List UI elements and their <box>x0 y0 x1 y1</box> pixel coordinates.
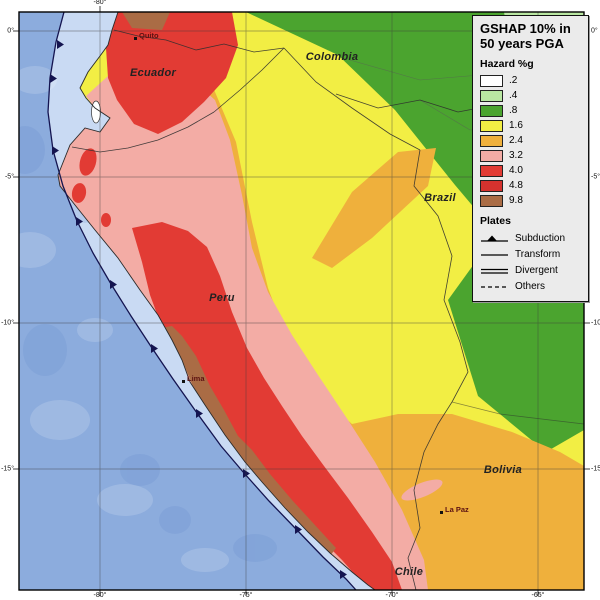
legend-swatch <box>480 164 503 177</box>
bathymetry-texture <box>19 66 229 572</box>
legend-hazard-row: .8 <box>480 103 581 118</box>
legend-plate-label: Transform <box>515 248 561 260</box>
axis-tick-label: -65° <box>531 592 545 599</box>
country-label-ecuador: Ecuador <box>129 67 177 79</box>
legend-swatch-value: .8 <box>509 105 518 117</box>
legend-hazard-row: .4 <box>480 88 581 103</box>
axis-tick-label: -80° <box>93 592 107 599</box>
legend-plate-row: Divergent <box>480 262 581 278</box>
legend-swatch-value: .4 <box>509 90 518 102</box>
country-label-chile: Chile <box>394 566 424 578</box>
continental-shelf <box>48 12 375 590</box>
legend-swatch-value: 3.2 <box>509 150 523 162</box>
legend-plates-heading: Plates <box>480 215 511 228</box>
axis-tick-label: -15° <box>591 465 600 473</box>
subduction-line-icon <box>480 232 510 244</box>
legend-swatch-value: .2 <box>509 75 518 87</box>
city-dot <box>182 380 185 383</box>
hazard-zone-brown-strip <box>160 326 336 556</box>
country-label-brazil: Brazil <box>424 192 456 204</box>
hazard-zone-pink <box>58 70 428 590</box>
legend-hazard-row: 4.0 <box>480 163 581 178</box>
hazard-zone-orange-main <box>170 80 584 590</box>
legend-plate-label: Divergent <box>515 264 558 276</box>
axis-tick-label: 0° <box>591 27 598 35</box>
transform-line-icon <box>480 248 510 260</box>
legend-swatch <box>480 134 503 147</box>
divergent-line-icon <box>480 264 510 276</box>
island <box>91 100 101 124</box>
coastline <box>57 11 376 591</box>
legend-plate-label: Others <box>515 280 546 292</box>
country-label-colombia: Colombia <box>305 51 359 63</box>
legend-swatch <box>480 194 503 207</box>
city-label: La Paz <box>445 505 469 514</box>
legend-swatch <box>480 74 503 87</box>
legend-title-line1: GSHAP 10% in <box>480 21 571 36</box>
legend-swatch <box>480 119 503 132</box>
legend-hazard-row: 2.4 <box>480 133 581 148</box>
city-dot <box>134 37 137 40</box>
legend-plate-row: Others <box>480 278 581 294</box>
legend-plate-row: Transform <box>480 246 581 262</box>
hazard-zone-red-coast3 <box>101 213 111 227</box>
city-dot <box>440 511 443 514</box>
legend-swatch-value: 4.0 <box>509 165 523 177</box>
hazard-zone-green-e <box>448 255 584 452</box>
legend-swatch <box>480 149 503 162</box>
hazard-zone-red-ecuador <box>106 12 238 134</box>
axis-tick-label: -10° <box>1 319 14 327</box>
legend-hazard-row: 3.2 <box>480 148 581 163</box>
hazard-zone-orange-wedge <box>312 148 436 268</box>
legend-hazard-row: .2 <box>480 73 581 88</box>
legend-swatch-value: 2.4 <box>509 135 523 147</box>
legend-hazard-row: 9.8 <box>480 193 581 208</box>
legend-hazard-row: 1.6 <box>480 118 581 133</box>
axis-tick-label: -75° <box>239 592 253 599</box>
trench-teeth <box>50 40 347 579</box>
hazard-zone-pink-bolivia <box>401 479 443 501</box>
hazard-zone-brown-top <box>122 12 170 30</box>
axis-tick-label: -15° <box>1 465 14 473</box>
legend-hazard-row: 4.8 <box>480 178 581 193</box>
city-label: Quito <box>139 31 159 40</box>
axis-tick-label: 0° <box>7 27 14 35</box>
legend: GSHAP 10% in 50 years PGA Hazard %g .2 .… <box>472 15 589 303</box>
axis-tick-label: -10° <box>591 319 600 327</box>
legend-title-line2: 50 years PGA <box>480 35 564 51</box>
axis-tick-label: -5° <box>591 173 600 181</box>
legend-swatch-value: 4.8 <box>509 180 523 192</box>
legend-plate-label: Subduction <box>515 232 566 244</box>
hazard-zone-red-coast2 <box>71 183 87 203</box>
axis-tick-label: -5° <box>4 173 14 181</box>
legend-swatch <box>480 89 503 102</box>
subduction-trench <box>47 12 357 590</box>
hazard-zone-red-andes <box>132 222 402 590</box>
legend-swatch <box>480 179 503 192</box>
hazard-zone-red-coast1 <box>79 148 97 176</box>
country-label-bolivia: Bolivia <box>483 464 523 476</box>
country-label-peru: Peru <box>209 292 235 304</box>
hazard-zone-yellow-spot <box>90 71 100 83</box>
axis-tick-label: -80° <box>93 0 107 6</box>
others-line-icon <box>480 280 510 292</box>
legend-hazard-heading: Hazard %g <box>480 58 534 71</box>
axis-tick-label: -70° <box>385 592 399 599</box>
legend-title: GSHAP 10% in 50 years PGA <box>480 21 581 51</box>
legend-swatch-value: 1.6 <box>509 120 523 132</box>
legend-swatch-value: 9.8 <box>509 195 523 207</box>
legend-swatch <box>480 104 503 117</box>
legend-plate-row: Subduction <box>480 230 581 246</box>
city-label: Lima <box>187 374 205 383</box>
